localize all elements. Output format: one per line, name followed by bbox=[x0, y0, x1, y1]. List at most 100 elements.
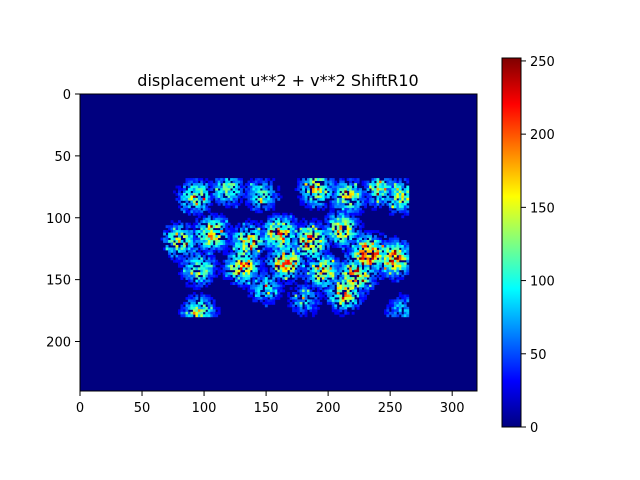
heatmap-cell bbox=[205, 249, 209, 253]
heatmap-cell bbox=[401, 274, 405, 278]
heatmap-cell bbox=[227, 240, 231, 243]
heatmap-cell bbox=[374, 190, 377, 194]
heatmap-cell bbox=[406, 200, 410, 204]
heatmap-cell bbox=[304, 205, 308, 209]
heatmap-cell bbox=[361, 257, 365, 261]
heatmap-cell bbox=[304, 254, 308, 258]
heatmap-cell bbox=[284, 282, 288, 285]
heatmap-cell bbox=[317, 245, 320, 248]
heatmap-cell bbox=[202, 235, 206, 238]
heatmap-cell bbox=[267, 197, 271, 201]
heatmap-cell bbox=[398, 277, 402, 280]
heatmap-cell bbox=[346, 217, 350, 221]
heatmap-cell bbox=[183, 205, 186, 209]
heatmap-cell bbox=[364, 287, 367, 290]
heatmap-cell bbox=[215, 225, 219, 229]
heatmap-cell bbox=[217, 190, 221, 194]
heatmap-cell bbox=[287, 222, 291, 226]
heatmap-cell bbox=[287, 217, 291, 221]
heatmap-cell bbox=[178, 227, 181, 231]
heatmap-cell bbox=[227, 180, 231, 184]
heatmap-cell bbox=[202, 277, 206, 280]
heatmap-cell bbox=[195, 220, 199, 224]
heatmap-cell bbox=[217, 269, 221, 273]
heatmap-cell bbox=[250, 195, 253, 199]
heatmap-cell bbox=[356, 220, 360, 224]
heatmap-cell bbox=[254, 297, 258, 300]
heatmap-cell bbox=[384, 247, 387, 251]
heatmap-cell bbox=[187, 277, 191, 280]
heatmap-cell bbox=[336, 210, 340, 214]
heatmap-cell bbox=[254, 269, 258, 273]
heatmap-cell bbox=[369, 183, 372, 186]
heatmap-cell bbox=[359, 272, 362, 276]
heatmap-cell bbox=[292, 279, 295, 283]
heatmap-cell bbox=[393, 205, 397, 209]
heatmap-cell bbox=[354, 299, 358, 303]
heatmap-cell bbox=[336, 200, 340, 204]
heatmap-cell bbox=[403, 314, 407, 318]
heatmap-cell bbox=[195, 210, 199, 214]
heatmap-cell bbox=[384, 311, 387, 315]
heatmap-cell bbox=[329, 297, 333, 300]
heatmap-cell bbox=[200, 252, 204, 256]
heatmap-cell bbox=[242, 227, 246, 231]
heatmap-cell bbox=[200, 188, 204, 191]
heatmap-cell bbox=[264, 225, 268, 229]
heatmap-cell bbox=[312, 193, 315, 196]
heatmap-cell bbox=[386, 178, 390, 181]
heatmap-cell bbox=[257, 267, 261, 271]
heatmap-cell bbox=[180, 188, 184, 191]
heatmap-cell bbox=[250, 267, 253, 271]
heatmap-cell bbox=[212, 217, 216, 221]
heatmap-cell bbox=[359, 197, 362, 201]
heatmap-cell bbox=[180, 222, 184, 226]
heatmap-cell bbox=[200, 245, 204, 248]
heatmap-cell bbox=[292, 247, 295, 251]
heatmap-cell bbox=[178, 220, 181, 224]
heatmap-cell bbox=[341, 235, 345, 238]
heatmap-cell bbox=[289, 301, 293, 305]
heatmap-cell bbox=[269, 185, 273, 189]
heatmap-cell bbox=[312, 309, 315, 313]
heatmap-cell bbox=[374, 178, 377, 181]
heatmap-cell bbox=[364, 205, 367, 209]
heatmap-cell bbox=[190, 197, 194, 201]
heatmap-cell bbox=[386, 247, 390, 251]
heatmap-cell bbox=[356, 259, 360, 263]
heatmap-cell bbox=[334, 200, 338, 204]
heatmap-cell bbox=[237, 245, 241, 248]
heatmap-cell bbox=[351, 249, 355, 253]
heatmap-cell bbox=[341, 299, 345, 303]
heatmap-cell bbox=[205, 220, 209, 224]
heatmap-cell bbox=[274, 262, 278, 266]
heatmap-cell bbox=[294, 282, 298, 285]
heatmap-cell bbox=[314, 274, 318, 278]
heatmap-cell bbox=[205, 252, 209, 256]
heatmap-cell bbox=[264, 232, 268, 236]
heatmap-cell bbox=[252, 249, 256, 253]
heatmap-cell bbox=[242, 257, 246, 261]
heatmap-cell bbox=[264, 200, 268, 204]
heatmap-cell bbox=[314, 249, 318, 253]
heatmap-cell bbox=[304, 237, 308, 241]
heatmap-cell bbox=[207, 301, 211, 305]
heatmap-cell bbox=[349, 183, 353, 186]
heatmap-cell bbox=[183, 249, 186, 253]
heatmap-cell bbox=[183, 188, 186, 191]
heatmap-cell bbox=[247, 264, 251, 268]
heatmap-cell bbox=[187, 185, 191, 189]
heatmap-cell bbox=[269, 200, 273, 204]
heatmap-cell bbox=[279, 195, 283, 199]
heatmap-cell bbox=[319, 252, 323, 256]
heatmap-cell bbox=[254, 205, 258, 209]
heatmap-cell bbox=[292, 237, 295, 241]
heatmap-cell bbox=[369, 259, 372, 263]
heatmap-cell bbox=[190, 272, 194, 276]
heatmap-cell bbox=[336, 230, 340, 233]
heatmap-cell bbox=[205, 207, 209, 211]
heatmap-cell bbox=[183, 245, 186, 248]
heatmap-cell bbox=[259, 299, 263, 303]
heatmap-cell bbox=[225, 225, 229, 229]
heatmap-cell bbox=[326, 235, 330, 238]
